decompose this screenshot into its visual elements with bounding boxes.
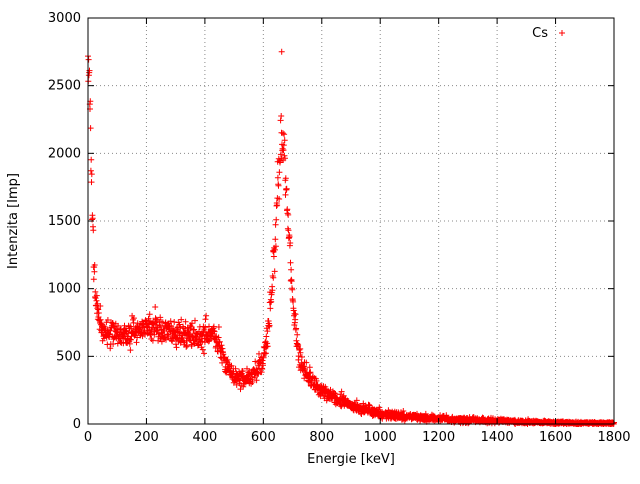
x-tick-label: 1800 (597, 430, 630, 445)
y-tick-label: 3000 (48, 11, 81, 26)
y-tick-label: 0 (73, 417, 81, 432)
x-tick-label: 1400 (481, 430, 514, 445)
legend-label: Cs (532, 26, 548, 41)
x-tick-label: 400 (192, 430, 217, 445)
y-tick-label: 2000 (48, 146, 81, 161)
x-tick-label: 0 (84, 430, 92, 445)
data-points-cs (85, 48, 617, 427)
x-tick-label: 800 (309, 430, 334, 445)
x-tick-label: 200 (134, 430, 159, 445)
x-axis-label: Energie [keV] (307, 452, 395, 467)
plot-border (87, 17, 615, 425)
y-tick-label: 1500 (48, 214, 81, 229)
y-axis-label: Intenzita [Imp] (6, 173, 21, 269)
y-tick-label: 2500 (48, 79, 81, 94)
legend-marker-plus (559, 30, 565, 36)
x-tick-label: 1000 (364, 430, 397, 445)
x-tick-label: 600 (251, 430, 276, 445)
y-tick-label: 1000 (48, 282, 81, 297)
x-tick-label: 1200 (422, 430, 455, 445)
generated-plot-layers: 0 200 400 600 800 1000 1200 1400 1600 1800 0 500 100… (48, 11, 631, 445)
y-tick-label: 500 (56, 349, 81, 364)
x-tick-label: 1600 (539, 430, 572, 445)
